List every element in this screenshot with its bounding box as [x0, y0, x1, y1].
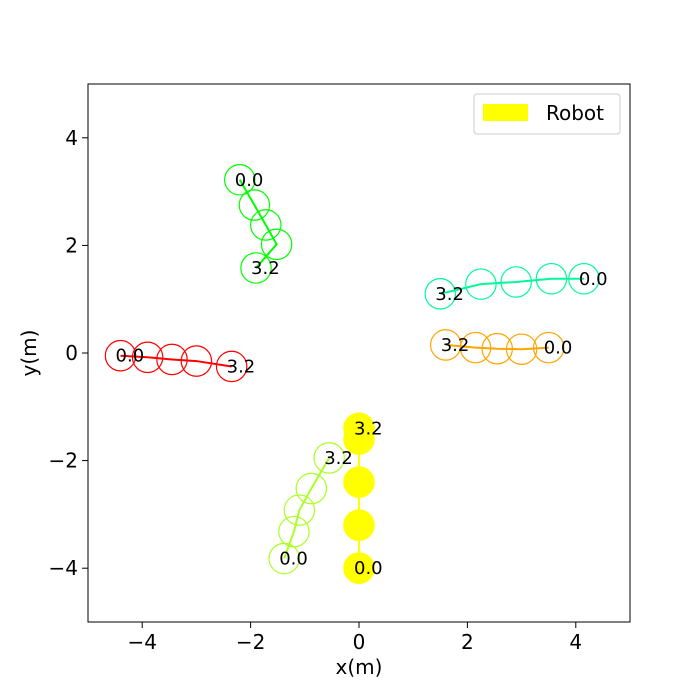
start-time-label: 0.0 — [235, 170, 264, 191]
legend: Robot — [473, 93, 621, 135]
y-tick-label: 4 — [65, 126, 78, 150]
x-tick-label: −4 — [127, 630, 156, 654]
agent-position-marker — [283, 494, 316, 526]
robot-position-marker — [343, 552, 375, 584]
x-tick-label: 2 — [461, 630, 474, 654]
robot-position-marker — [343, 466, 375, 498]
agent-position-marker — [465, 268, 497, 300]
robot-position-marker — [343, 412, 375, 445]
trajectory-series: 0.0 3.2 — [429, 329, 573, 366]
trajectory-line — [283, 457, 331, 559]
trajectory-line — [440, 277, 584, 295]
end-time-label: 3.2 — [227, 356, 256, 377]
x-axis-label: x(m) — [336, 655, 383, 679]
agent-position-marker — [568, 262, 600, 295]
x-tick-label: −2 — [236, 630, 265, 654]
axis-ticks: −4 −2 0 2 4 −4 −2 0 2 4 — [49, 126, 583, 654]
y-axis-label: y(m) — [17, 330, 41, 377]
trajectory-line — [445, 343, 549, 351]
start-time-label: 0.0 — [279, 549, 308, 570]
agent-position-marker — [250, 209, 282, 241]
agent-position-marker — [238, 189, 271, 221]
plot-area: 0.0 3.2 0.0 3.2 0.0 3.2 0.0 3.2 0.0 3.2 0.0 3.2 — [104, 163, 608, 584]
agent-position-marker — [424, 278, 457, 310]
agent-position-marker — [532, 331, 565, 364]
agent-position-marker — [223, 163, 256, 196]
x-tick-label: 4 — [569, 630, 582, 654]
start-time-label: 0.0 — [354, 558, 383, 579]
y-tick-label: −2 — [49, 449, 78, 473]
trajectory-series: 0.0 3.2 — [424, 262, 608, 310]
start-time-label: 0.0 — [579, 269, 608, 290]
x-tick-label: 0 — [353, 630, 366, 654]
legend-label-robot: Robot — [546, 101, 604, 125]
agent-position-marker — [481, 332, 513, 365]
trajectory-series: 0.0 3.2 — [343, 412, 383, 584]
agent-position-marker — [313, 442, 345, 474]
trajectory-line — [238, 179, 278, 269]
trajectory-line — [120, 354, 232, 368]
agent-position-marker — [500, 266, 532, 298]
end-time-label: 3.2 — [435, 284, 464, 305]
agent-position-marker — [180, 345, 213, 377]
agent-position-marker — [429, 329, 462, 361]
agent-position-marker — [278, 515, 310, 548]
end-time-label: 3.2 — [251, 258, 280, 279]
y-tick-label: −4 — [49, 556, 78, 580]
agent-position-marker — [104, 339, 137, 372]
legend-swatch-robot — [483, 104, 528, 121]
end-time-label: 3.2 — [324, 448, 353, 469]
start-time-label: 0.0 — [544, 338, 573, 359]
y-tick-label: 0 — [65, 341, 78, 365]
trajectory-series: 0.0 3.2 — [104, 339, 256, 383]
agent-position-marker — [295, 472, 328, 505]
agent-position-marker — [131, 341, 164, 374]
agent-position-marker — [240, 252, 272, 284]
start-time-label: 0.0 — [116, 346, 145, 367]
agent-position-marker — [156, 343, 188, 376]
agent-position-marker — [505, 333, 538, 366]
agent-position-marker — [215, 350, 248, 383]
trajectory-series: 0.0 3.2 — [223, 163, 293, 284]
end-time-label: 3.2 — [354, 418, 383, 439]
trajectory-series: 0.0 3.2 — [268, 442, 353, 575]
agent-position-marker — [260, 228, 293, 261]
robot-position-marker — [343, 509, 375, 541]
y-tick-label: 2 — [65, 233, 78, 257]
agent-position-marker — [535, 262, 568, 295]
end-time-label: 3.2 — [441, 335, 470, 356]
